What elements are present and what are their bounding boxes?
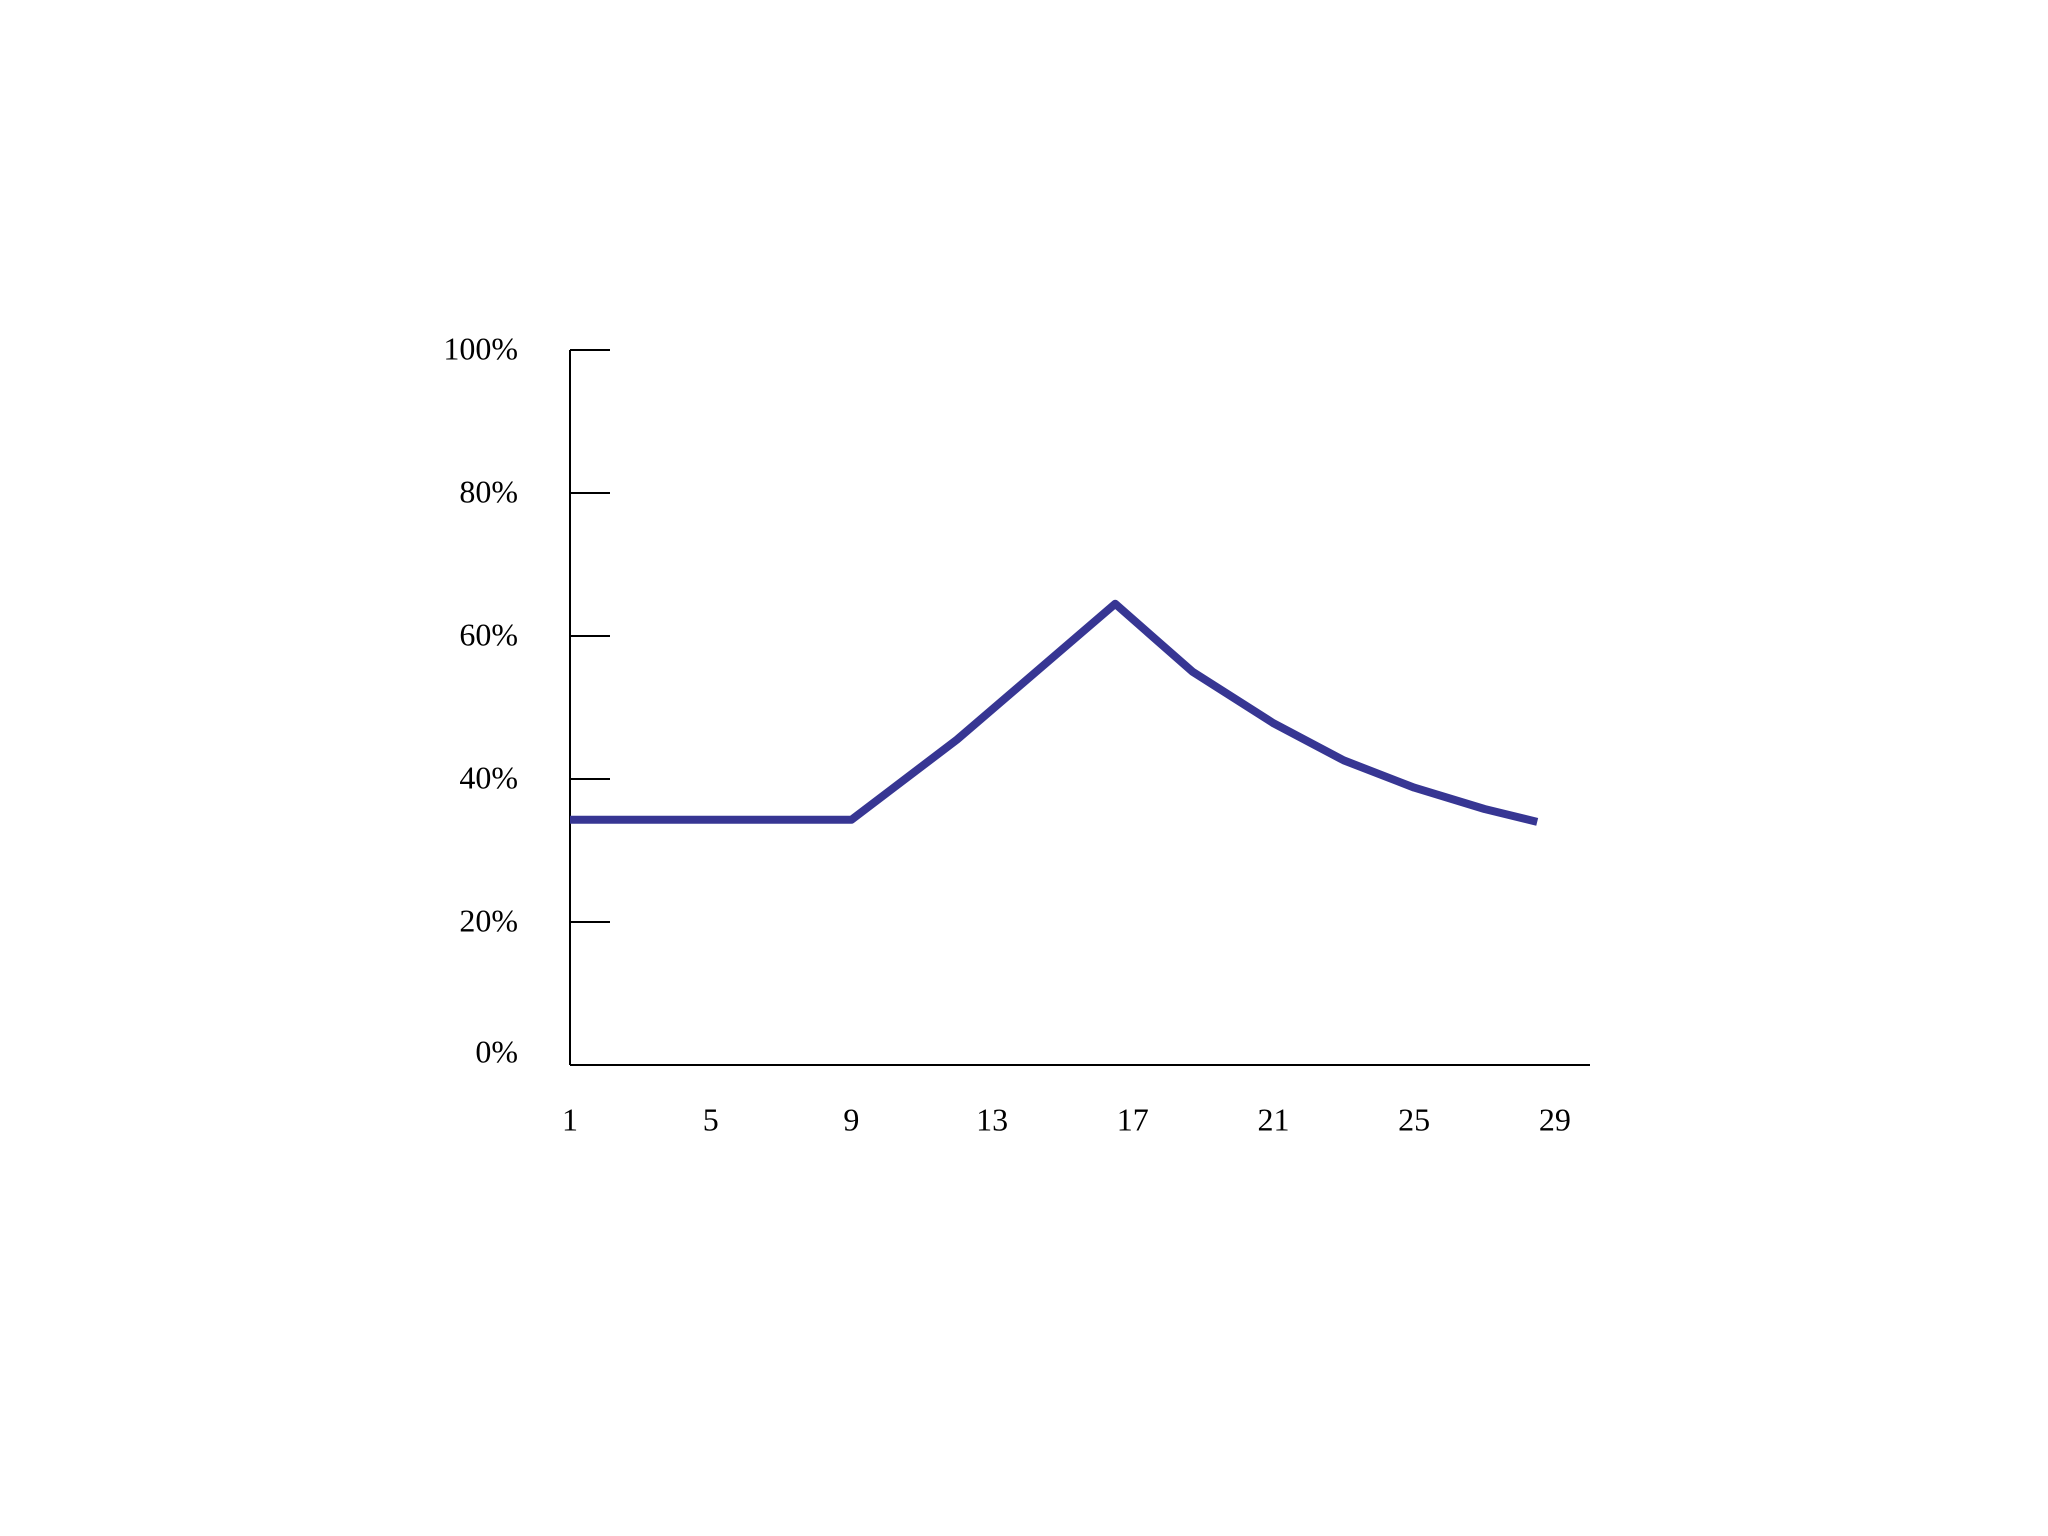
y-tick-label: 40% xyxy=(459,759,518,795)
y-tick-label: 80% xyxy=(459,473,518,509)
series-line xyxy=(570,599,1539,826)
x-tick-label: 25 xyxy=(1398,1101,1430,1137)
series-layer xyxy=(570,599,1539,826)
y-tick-label: 60% xyxy=(459,616,518,652)
x-tick-label: 5 xyxy=(703,1101,719,1137)
x-tick-label: 9 xyxy=(843,1101,859,1137)
x-tick-label: 13 xyxy=(976,1101,1008,1137)
x-tick-label: 21 xyxy=(1257,1101,1289,1137)
x-tick-label: 29 xyxy=(1539,1101,1571,1137)
x-tick-label: 17 xyxy=(1117,1101,1149,1137)
y-tick-label: 20% xyxy=(459,902,518,938)
y-axis: 0% 20% 40% 60% 80% 100% xyxy=(443,330,610,1069)
y-tick-label: 100% xyxy=(443,330,518,366)
x-tick-label: 1 xyxy=(562,1101,578,1137)
y-tick-label: 0% xyxy=(475,1033,518,1069)
x-axis: 1 5 9 13 17 21 25 29 xyxy=(562,1064,1590,1137)
